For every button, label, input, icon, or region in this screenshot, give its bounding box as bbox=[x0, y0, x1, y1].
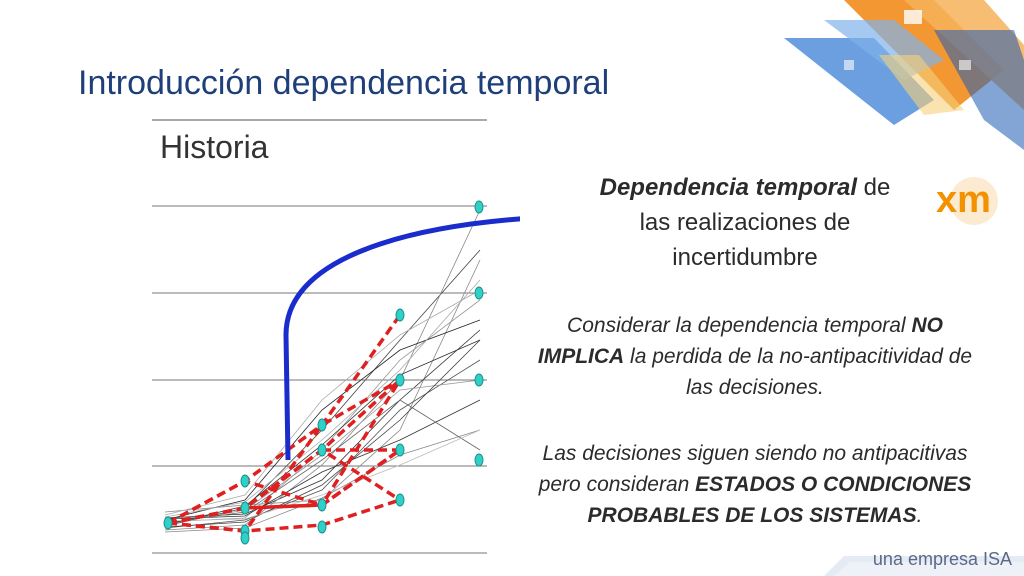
dependence-text: Dependencia temporal de las realizacione… bbox=[580, 170, 910, 275]
corner-decoration bbox=[784, 0, 1024, 150]
note2-part2: . bbox=[916, 504, 923, 527]
historical-lines bbox=[164, 209, 481, 533]
note2-part1: Las decisiones siguen siendo no antipaci… bbox=[538, 442, 968, 496]
scenario-tree-chart: Historia bbox=[152, 119, 520, 554]
dependence-line1: Dependencia temporal de bbox=[580, 170, 910, 205]
dependence-line1-rest: de bbox=[857, 174, 891, 201]
note1-bold: NO IMPLICA bbox=[537, 314, 943, 368]
dependence-line2: las realizaciones de bbox=[639, 209, 851, 236]
slide-title: Introducción dependencia temporal bbox=[78, 64, 610, 102]
red-scenario-paths bbox=[167, 313, 402, 533]
footer-text: una empresa ISA bbox=[872, 549, 1012, 569]
blue-arrow bbox=[283, 216, 520, 461]
gridlines bbox=[152, 205, 487, 554]
footer-decoration bbox=[824, 556, 1024, 576]
dependence-line3: incertidumbre bbox=[672, 244, 818, 271]
note1-part1: Considerar la dependencia temporal bbox=[567, 314, 912, 337]
dependence-emphasis: Dependencia temporal bbox=[599, 174, 858, 201]
logo-text: xm bbox=[936, 179, 991, 221]
note-estados: Las decisiones siguen siendo no antipaci… bbox=[530, 438, 980, 531]
history-label: Historia bbox=[160, 129, 269, 165]
note2-bold: ESTADOS O CONDICIONES PROBABLES DE LOS S… bbox=[587, 473, 972, 527]
scenario-nodes bbox=[163, 200, 484, 545]
xm-logo: xm bbox=[936, 177, 998, 225]
note-no-implica: Considerar la dependencia temporal NO IM… bbox=[530, 310, 980, 403]
note1-part2: la perdida de la no-antipacitividad de l… bbox=[624, 345, 973, 399]
